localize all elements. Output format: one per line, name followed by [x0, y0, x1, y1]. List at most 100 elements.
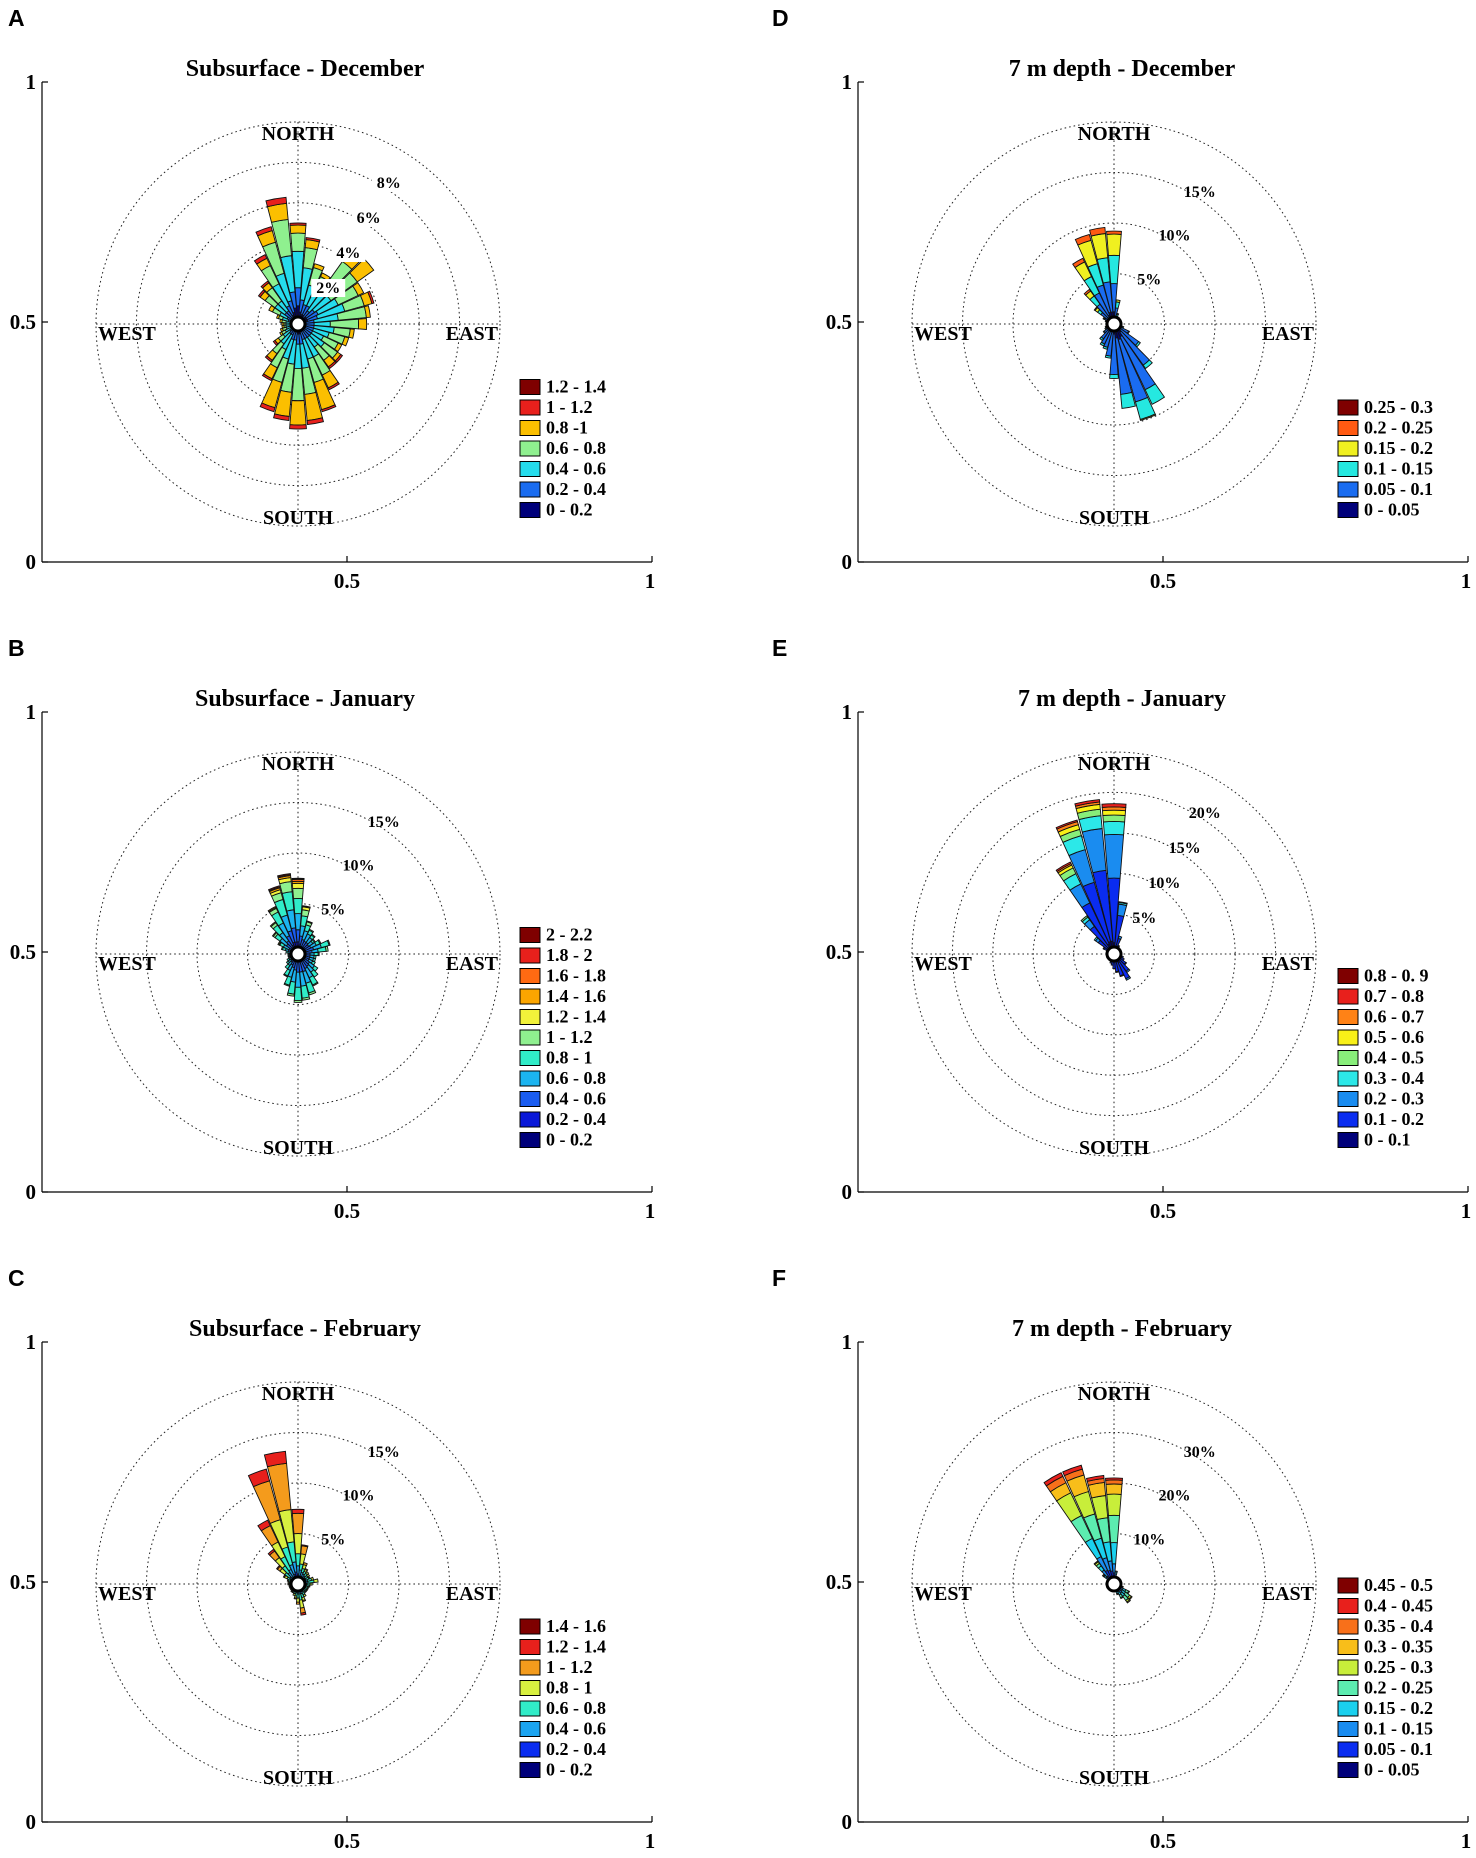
ring-1	[1012, 222, 1216, 426]
wedge-segment	[349, 258, 375, 283]
wedge-segment	[289, 222, 307, 226]
east-label: EAST	[1262, 953, 1315, 975]
wedge-segment	[1074, 233, 1092, 246]
legend-swatch	[519, 1639, 541, 1655]
legend-swatch	[519, 1050, 541, 1066]
wedge-segment	[300, 1611, 307, 1616]
wedge-segment	[289, 224, 307, 234]
outer-ring	[911, 121, 1317, 527]
chart-title: Subsurface - January	[195, 686, 415, 712]
x-tick-label: 0.5	[1150, 1199, 1176, 1223]
wedge-segment	[1116, 312, 1120, 316]
ring-label: 10%	[1133, 1531, 1165, 1548]
legend-label: 1.8 - 2	[546, 945, 593, 965]
wedge-segment	[317, 951, 320, 957]
wedge-segment	[289, 424, 307, 430]
panel-letter: F	[772, 1265, 786, 1291]
wedge-segment	[348, 328, 355, 339]
wedge-segment	[290, 232, 306, 252]
legend-swatch	[1337, 1741, 1359, 1758]
sector-350	[1085, 1474, 1115, 1585]
legend-swatch	[519, 1680, 541, 1696]
legend-swatch	[519, 1721, 541, 1737]
x-tick-label: 1	[645, 569, 656, 593]
legend-label: 0.8 - 0. 9	[1364, 966, 1429, 986]
wedge-segment	[302, 1562, 308, 1567]
legend-label: 0.4 - 0.6	[546, 1719, 606, 1739]
legend-swatch	[519, 1070, 541, 1087]
wedge-segment	[357, 318, 368, 330]
legend-label: 1.2 - 1.4	[546, 377, 606, 397]
wedge-segment	[301, 1544, 309, 1548]
legend-swatch	[1337, 399, 1359, 416]
legend-swatch	[519, 399, 541, 416]
legend-label: 0.4 - 0.45	[1364, 1596, 1433, 1616]
wedge-segment	[291, 877, 305, 880]
y-tick-label: 1	[842, 70, 853, 94]
ring-2	[146, 1432, 450, 1736]
wedge-segment	[333, 342, 343, 353]
ring-2	[962, 1432, 1266, 1736]
legend-label: 0.05 - 0.1	[1364, 1739, 1433, 1759]
wedge-segment	[1102, 821, 1126, 836]
wedge-segment	[293, 999, 303, 1003]
ring-label: 10%	[1159, 228, 1191, 245]
wedge-segment	[352, 282, 365, 297]
wedge-segment	[1099, 336, 1105, 342]
y-tick-label: 0.5	[826, 310, 852, 334]
legend-label: 0.4 - 0.6	[546, 459, 606, 479]
sector-210	[261, 323, 299, 382]
y-tick-label: 0.5	[826, 940, 852, 964]
legend-label: 0.7 - 0.8	[1364, 986, 1424, 1006]
north-label: NORTH	[262, 1383, 335, 1405]
wedge-segment	[1103, 833, 1125, 879]
legend-label: 0.15 - 0.2	[1364, 1698, 1433, 1718]
x-tick-label: 0.5	[334, 1829, 360, 1853]
wedge-segment	[1120, 391, 1136, 409]
panel-f: F 7 m depth - February 0 0.5 1 0.5 1 10% 20% 30% N…	[772, 1265, 1471, 1853]
wedge-segment	[259, 402, 276, 413]
legend-swatch	[1337, 1680, 1359, 1696]
wedge-segment	[327, 381, 340, 391]
chart-title: 7 m depth - December	[1009, 56, 1236, 82]
legend-label: 0.4 - 0.6	[546, 1089, 606, 1109]
east-label: EAST	[446, 1583, 499, 1605]
legend-label: 1.6 - 1.8	[546, 966, 606, 986]
panel-letter: D	[772, 5, 789, 31]
legend-label: 0.2 - 0.25	[1364, 418, 1433, 438]
wedge-segment	[283, 982, 290, 987]
wedge-segment	[1139, 413, 1157, 421]
sector-350	[263, 1450, 299, 1585]
wedge-segment	[269, 921, 277, 928]
legend-label: 0.45 - 0.5	[1364, 1575, 1433, 1595]
rose-center	[289, 315, 307, 333]
wedge-segment	[310, 933, 316, 939]
ring-label-bg	[331, 244, 366, 263]
legend-label: 1.2 - 1.4	[546, 1637, 606, 1657]
legend-swatch	[1337, 1091, 1359, 1107]
chart-title: 7 m depth - February	[1012, 1316, 1232, 1342]
south-label: SOUTH	[263, 507, 333, 529]
wedge-segment	[1106, 233, 1122, 257]
wedge-segment	[260, 280, 270, 289]
wedge-segment	[1125, 975, 1132, 981]
ring-label: 10%	[343, 1488, 375, 1505]
sector-340	[1062, 1464, 1115, 1585]
wedge-segment	[257, 289, 266, 298]
panel-a: A Subsurface - December 0 0.5 1 0.5 1 2% 4% 6% 8% N…	[8, 5, 655, 593]
wedge-segment	[1117, 935, 1123, 940]
sector-340	[1074, 233, 1115, 325]
ring-label: 20%	[1159, 1488, 1191, 1505]
legend-label: 0.2 - 0.25	[1364, 1678, 1433, 1698]
wedge-segment	[267, 1548, 276, 1556]
sector-180	[289, 323, 307, 430]
wedge-segment	[286, 957, 291, 962]
legend-label: 0 - 0.2	[546, 1760, 593, 1780]
rose-center	[289, 1575, 307, 1593]
y-tick-label: 0	[26, 1810, 37, 1834]
legend-swatch	[1337, 1070, 1359, 1087]
ring-label: 10%	[1148, 875, 1180, 892]
legend-swatch	[1337, 461, 1359, 477]
